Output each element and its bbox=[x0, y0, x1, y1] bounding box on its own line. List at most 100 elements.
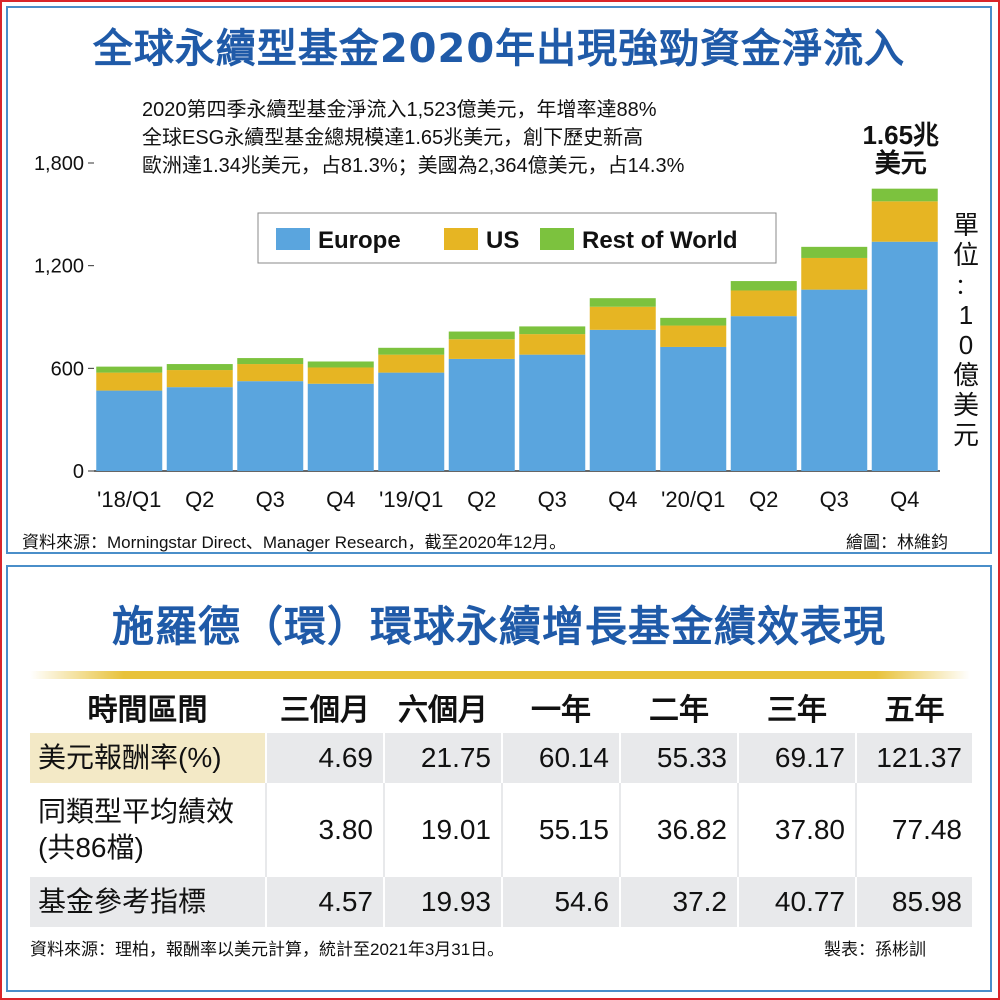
bar-rest-of-world bbox=[519, 326, 586, 335]
table-title: 施羅德（環）環球永續增長基金績效表現 bbox=[111, 602, 886, 651]
table-cell: 19.01 bbox=[383, 783, 502, 877]
x-tick-label: Q2 bbox=[467, 487, 496, 512]
chart-title: 全球永續型基金2020年出現強勁資金淨流入 bbox=[92, 26, 906, 72]
table-cell: 55.33 bbox=[619, 733, 738, 783]
bar-us bbox=[660, 325, 727, 347]
table-cell: 36.82 bbox=[619, 783, 738, 877]
bar-europe bbox=[519, 354, 586, 471]
x-tick-label: Q2 bbox=[185, 487, 214, 512]
chart-credit: 繪圖：林維鈞 bbox=[846, 533, 948, 552]
chart-source: 資料來源：Morningstar Direct、Manager Research… bbox=[22, 533, 567, 552]
unit-label-char: 億 bbox=[953, 360, 979, 390]
header-6m: 六個月 bbox=[383, 681, 502, 733]
header-3m: 三個月 bbox=[265, 681, 384, 733]
bar-europe bbox=[96, 390, 163, 471]
bar-europe bbox=[448, 358, 515, 471]
header-1y: 一年 bbox=[501, 681, 620, 733]
bar-rest-of-world bbox=[96, 366, 163, 373]
x-tick-label: '20/Q1 bbox=[661, 487, 725, 512]
legend-box bbox=[257, 212, 777, 264]
legend-swatch bbox=[444, 228, 478, 250]
y-tick-label: 1,800 bbox=[34, 153, 84, 175]
bar-us bbox=[519, 334, 586, 355]
annotation-line-2: 美元 bbox=[875, 148, 927, 178]
legend-label: US bbox=[486, 227, 519, 254]
y-tick-label: 1,200 bbox=[34, 256, 84, 278]
bar-rest-of-world bbox=[307, 361, 374, 368]
table-cell: 37.80 bbox=[737, 783, 856, 877]
table-cell: 21.75 bbox=[383, 733, 502, 783]
x-tick-label: Q3 bbox=[256, 487, 285, 512]
table-row: 美元報酬率(%) 4.69 21.75 60.14 55.33 69.17 12… bbox=[30, 733, 972, 783]
unit-label-char: 單 bbox=[953, 210, 979, 240]
bar-us bbox=[730, 290, 797, 317]
table-cell: 4.69 bbox=[265, 733, 384, 783]
bar-us bbox=[589, 306, 656, 330]
bar-us bbox=[166, 370, 233, 388]
chart-note: 2020第四季永續型基金淨流入1,523億美元，年增率達88% bbox=[142, 98, 657, 121]
bar-us bbox=[378, 354, 445, 373]
table-row: 同類型平均績效 (共86檔) 3.80 19.01 55.15 36.82 37.… bbox=[30, 783, 972, 877]
bar-us bbox=[871, 201, 938, 242]
unit-label-char: 1 bbox=[959, 300, 973, 330]
bar-rest-of-world bbox=[166, 364, 233, 371]
bar-europe bbox=[660, 346, 727, 471]
x-tick-label: Q3 bbox=[820, 487, 849, 512]
bar-us bbox=[307, 367, 374, 384]
table-cell: 85.98 bbox=[855, 877, 972, 927]
bar-europe bbox=[871, 241, 938, 471]
x-tick-label: Q3 bbox=[538, 487, 567, 512]
bar-rest-of-world bbox=[448, 331, 515, 340]
table-source: 資料來源：理柏，報酬率以美元計算，統計至2021年3月31日。 bbox=[30, 940, 505, 959]
x-tick-label: '19/Q1 bbox=[379, 487, 443, 512]
bar-rest-of-world bbox=[871, 188, 938, 202]
bar-rest-of-world bbox=[237, 358, 304, 365]
table-credit: 製表：孫彬訓 bbox=[824, 940, 926, 959]
table-cell: 121.37 bbox=[855, 733, 972, 783]
header-period: 時間區間 bbox=[87, 694, 208, 727]
chart-note: 歐洲達1.34兆美元，占81.3%；美國為2,364億美元，占14.3% bbox=[142, 154, 685, 177]
bar-us bbox=[96, 372, 163, 391]
header-5y: 五年 bbox=[855, 681, 972, 733]
table-header-row: 時間區間 三個月 六個月 一年 二年 三年 五年 bbox=[30, 681, 972, 733]
header-3y: 三年 bbox=[737, 681, 856, 733]
table-cell: 54.6 bbox=[501, 877, 620, 927]
table-cell: 77.48 bbox=[855, 783, 972, 877]
bar-us bbox=[448, 339, 515, 359]
table-row: 基金參考指標 4.57 19.93 54.6 37.2 40.77 85.98 bbox=[30, 877, 972, 927]
unit-label-char: 位 bbox=[953, 240, 979, 270]
stacked-bar-chart: 0 600 1,200 1,800 '18/Q1 Q2 Q3 Q4 '19/Q1 Q2 Q3 Q4 '2… bbox=[34, 98, 979, 512]
table-cell: 4.57 bbox=[265, 877, 384, 927]
table-cell: 69.17 bbox=[737, 733, 856, 783]
bar-rest-of-world bbox=[801, 246, 868, 258]
chart-panel: 全球永續型基金2020年出現強勁資金淨流入 0 600 1,200 1,800 '18/… bbox=[6, 6, 992, 554]
legend-swatch bbox=[540, 228, 574, 250]
legend-label: Rest of World bbox=[582, 227, 738, 254]
x-tick-label: '18/Q1 bbox=[97, 487, 161, 512]
performance-table: 時間區間 三個月 六個月 一年 二年 三年 五年 美元報酬率(%) 4.69 2… bbox=[30, 681, 972, 927]
table-cell: 19.93 bbox=[383, 877, 502, 927]
unit-label-char: 元 bbox=[953, 420, 979, 450]
bar-rest-of-world bbox=[730, 281, 797, 291]
annotation-line-1: 1.65兆 bbox=[862, 120, 939, 150]
table-cell: 3.80 bbox=[265, 783, 384, 877]
row-label-line-2: (共86檔) bbox=[38, 832, 144, 863]
table-cell: 37.2 bbox=[619, 877, 738, 927]
row-label-benchmark: 基金參考指標 bbox=[30, 877, 266, 927]
table-panel: 施羅德（環）環球永續增長基金績效表現 時間區間 三個月 六個月 一年 二年 三年… bbox=[6, 565, 992, 992]
bar-rest-of-world bbox=[378, 347, 445, 355]
table-cell: 60.14 bbox=[501, 733, 620, 783]
bar-us bbox=[237, 364, 304, 382]
x-tick-label: Q2 bbox=[749, 487, 778, 512]
bar-us bbox=[801, 257, 868, 290]
row-label-peer-average: 同類型平均績效 (共86檔) bbox=[30, 783, 266, 877]
chart-note: 全球ESG永續型基金總規模達1.65兆美元，創下歷史新高 bbox=[142, 126, 643, 149]
bar-rest-of-world bbox=[660, 317, 727, 326]
bar-europe bbox=[589, 329, 656, 471]
unit-label-char: 0 bbox=[959, 330, 973, 360]
title-underline bbox=[30, 671, 970, 679]
table-cell: 40.77 bbox=[737, 877, 856, 927]
bar-europe bbox=[730, 316, 797, 471]
x-tick-label: Q4 bbox=[326, 487, 355, 512]
